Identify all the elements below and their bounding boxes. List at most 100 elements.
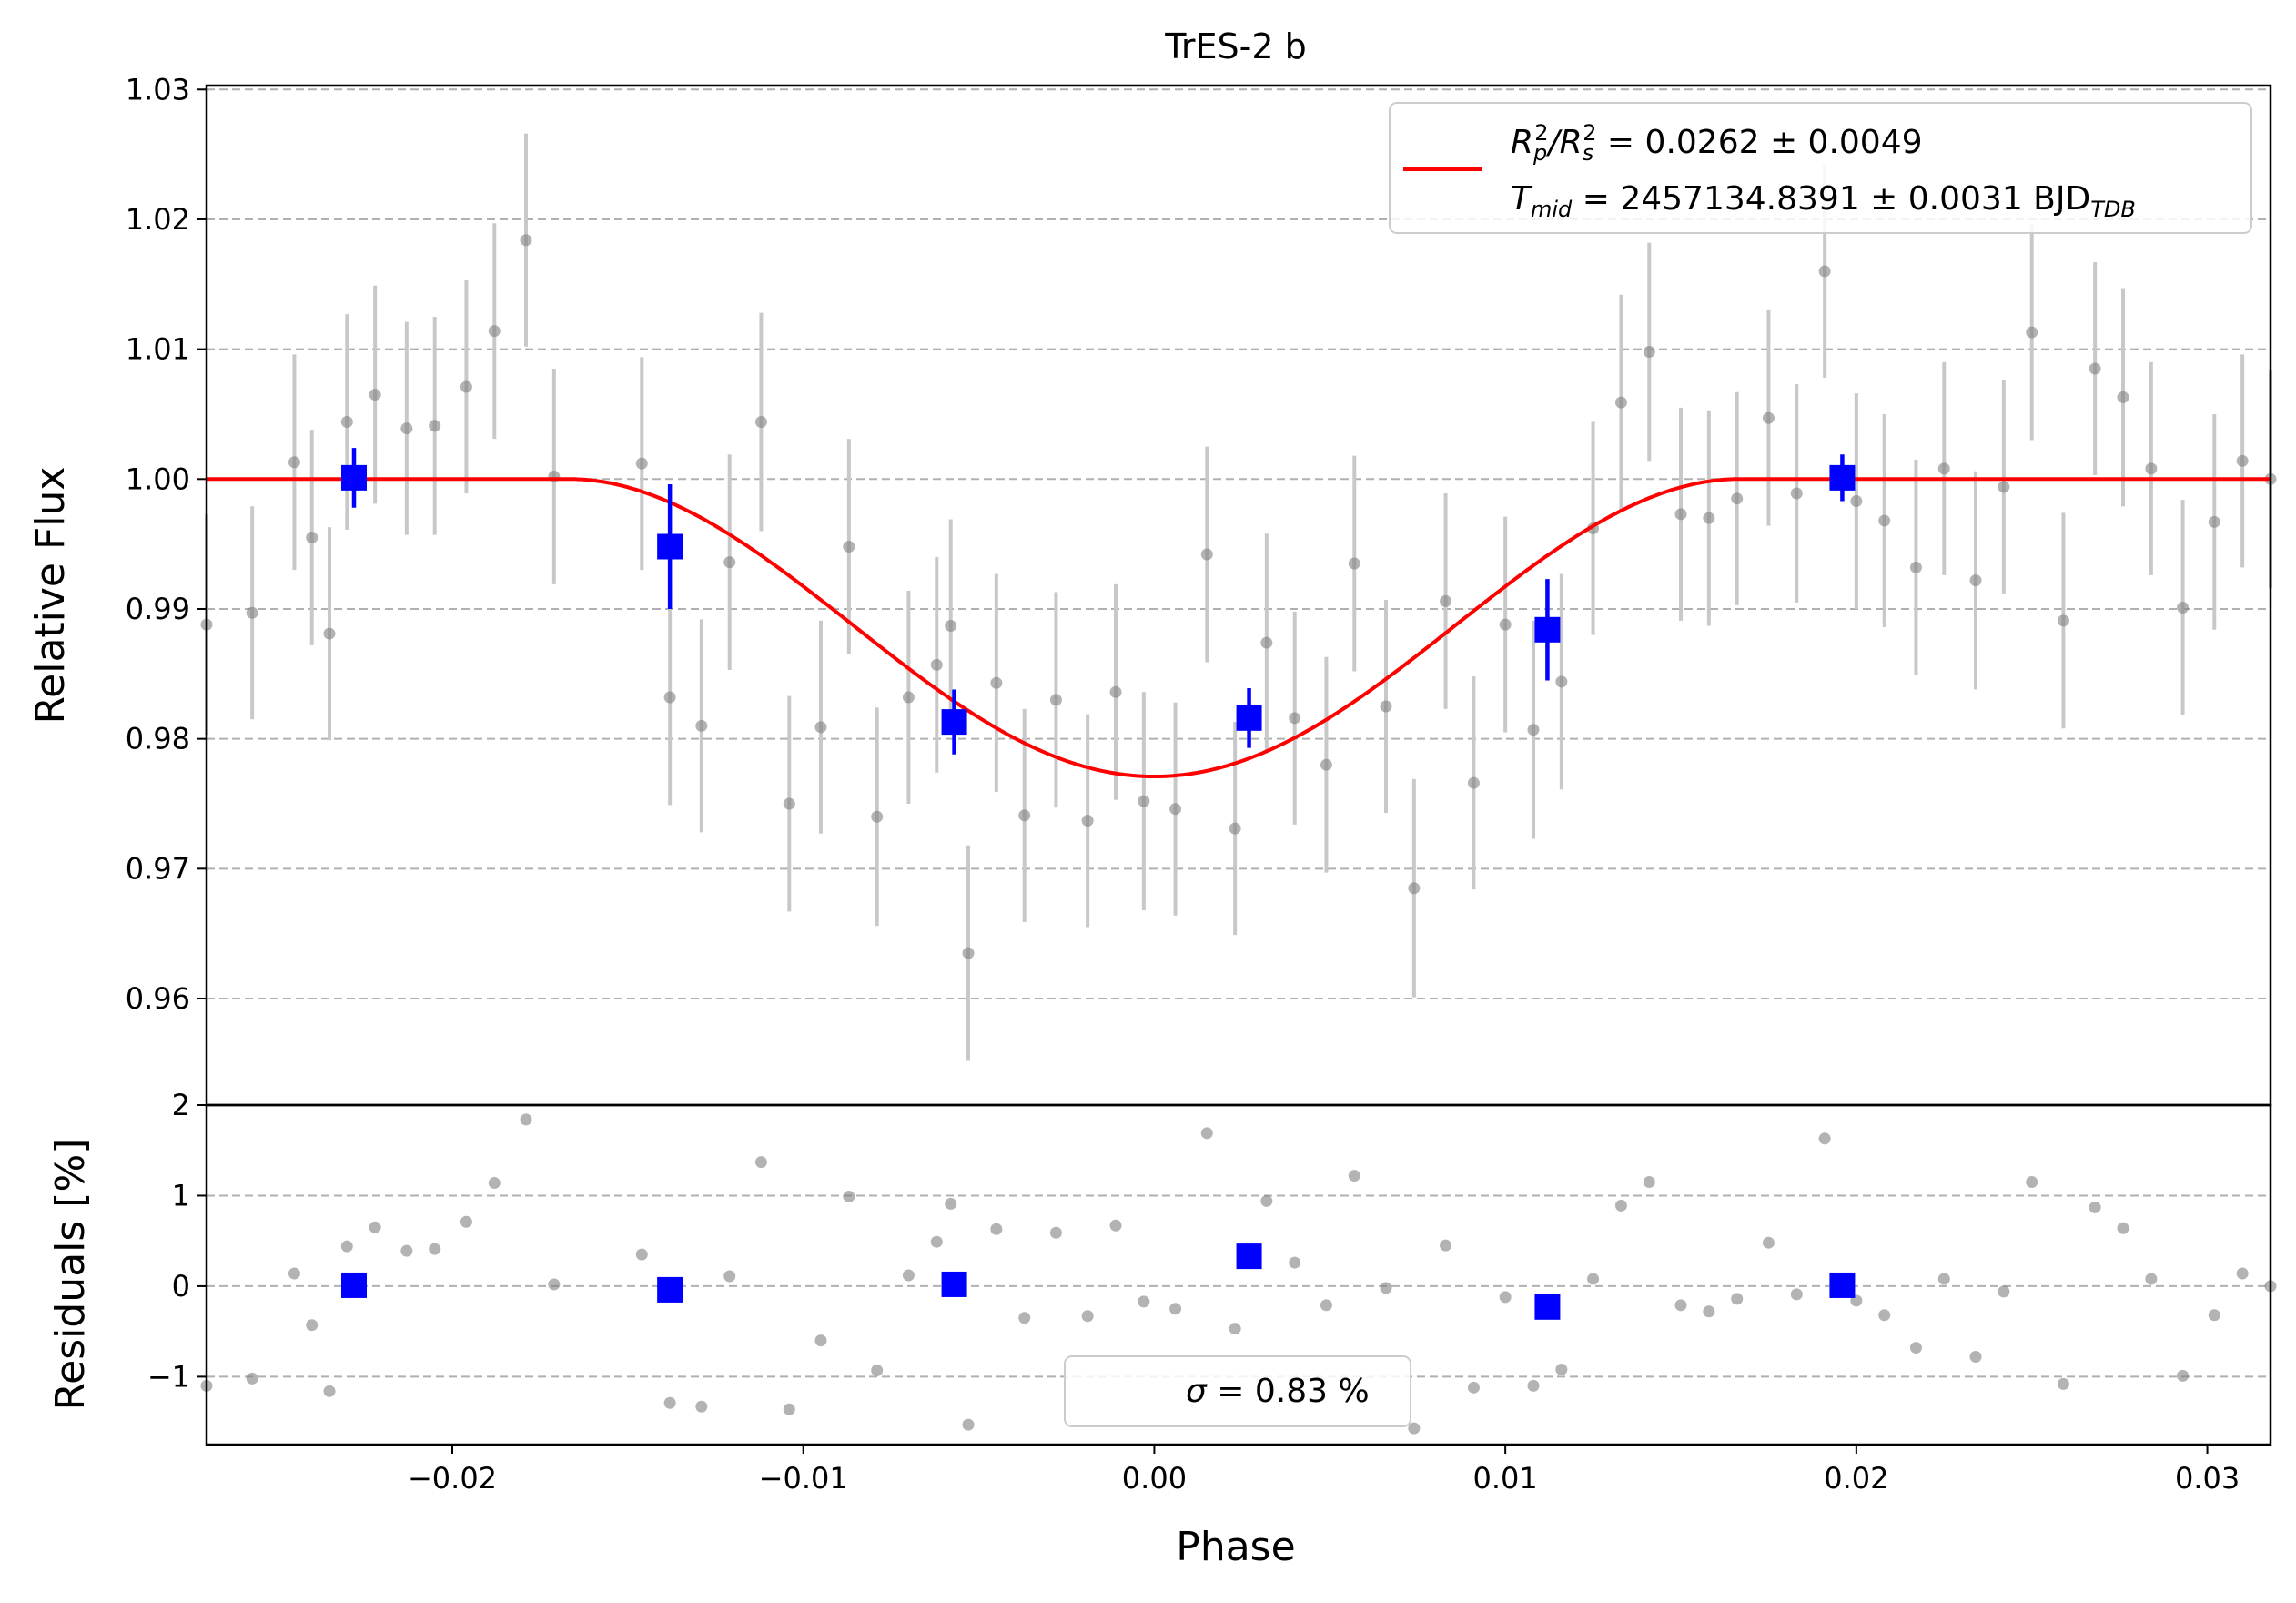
flux-data-point — [306, 532, 319, 544]
flux-panel: 0.96 0.97 0.98 0.99 1.00 1.01 1.02 1.03 Rp2/Rs2… — [27, 72, 2277, 1107]
residual-data-point — [2145, 1273, 2158, 1285]
residual-data-point — [2089, 1201, 2101, 1213]
residual-binned-point — [1829, 1272, 1856, 1298]
flux-data-point — [990, 676, 1003, 689]
residual-data-point — [1643, 1176, 1655, 1189]
flux-data-point — [1049, 694, 1062, 706]
residual-legend-box — [1064, 1355, 1411, 1427]
flux-data-point — [1499, 618, 1512, 631]
x-tick-label: −0.02 — [408, 1461, 497, 1496]
residual-data-point — [695, 1400, 708, 1413]
x-tick-label: 0.01 — [1473, 1461, 1538, 1496]
flux-y-axis-label: Relative Flux — [27, 467, 74, 725]
residual-data-point — [520, 1113, 532, 1126]
flux-data-point — [1850, 495, 1863, 508]
residual-data-point — [930, 1235, 943, 1248]
x-axis-label: Phase — [1176, 1524, 1295, 1570]
residual-data-point — [2177, 1369, 2190, 1382]
residual-data-point — [1527, 1379, 1540, 1392]
x-tick-label: 0.03 — [2175, 1461, 2240, 1496]
flux-legend-box — [1389, 102, 2252, 234]
residual-data-point — [2117, 1222, 2129, 1234]
flux-data-point — [1408, 882, 1421, 895]
flux-data-point — [930, 658, 943, 671]
flux-data-point — [1878, 514, 1891, 527]
residual-panel: −1 0 1 2 σ = 0.83 % Residuals [%] — [47, 1088, 2277, 1446]
residual-data-point — [1731, 1293, 1744, 1305]
residual-data-point — [2236, 1267, 2249, 1280]
legend-mid-transit-time: Tmid = 2457134.8391 ± 0.0031 BJDTDB — [1511, 180, 2136, 222]
residual-data-point — [369, 1221, 381, 1233]
residual-data-point — [843, 1190, 855, 1202]
residual-data-point — [1049, 1226, 1062, 1239]
residual-data-point — [2208, 1309, 2220, 1322]
residual-data-point — [1937, 1273, 1950, 1285]
residual-data-points — [200, 1113, 2277, 1435]
residual-data-point — [1587, 1273, 1600, 1285]
residual-data-point — [1138, 1295, 1150, 1308]
flux-data-point — [1969, 574, 1982, 587]
flux-data-point — [1138, 795, 1150, 807]
residual-data-point — [1878, 1309, 1891, 1322]
flux-data-points — [200, 234, 2277, 959]
residual-binned-point — [341, 1272, 367, 1298]
x-tick-label: 0.00 — [1122, 1461, 1187, 1496]
residual-binned-point — [941, 1271, 967, 1297]
flux-data-point — [1380, 700, 1392, 713]
residual-data-point — [2026, 1176, 2038, 1189]
flux-data-point — [945, 620, 957, 633]
residual-data-point — [962, 1418, 975, 1431]
flux-data-point — [1527, 724, 1540, 736]
flux-data-point — [1790, 487, 1803, 500]
flux-data-point — [429, 420, 441, 432]
residual-data-point — [323, 1385, 336, 1397]
residual-data-point — [814, 1334, 827, 1347]
residual-data-point — [1380, 1282, 1392, 1294]
flux-y-tick-label: 0.98 — [126, 722, 190, 756]
residual-binned-point — [1534, 1294, 1561, 1320]
residual-binned-points — [341, 1243, 1856, 1320]
residual-data-point — [663, 1396, 676, 1409]
flux-data-point — [1674, 508, 1687, 521]
residual-data-point — [1555, 1363, 1568, 1375]
flux-y-tick-label: 1.03 — [126, 72, 190, 107]
flux-data-point — [1643, 345, 1655, 358]
flux-data-point — [1348, 557, 1360, 570]
flux-data-point — [871, 810, 884, 823]
residual-data-point — [429, 1243, 441, 1255]
residual-data-point — [1408, 1422, 1421, 1435]
flux-data-point — [1200, 548, 1213, 561]
flux-data-point — [340, 416, 353, 429]
flux-data-point — [488, 325, 501, 338]
residual-data-point — [246, 1372, 258, 1385]
residual-data-point — [1200, 1127, 1213, 1140]
flux-data-point — [695, 719, 708, 732]
residual-data-point — [306, 1319, 319, 1332]
flux-data-point — [1289, 712, 1301, 725]
residual-binned-point — [1236, 1243, 1262, 1270]
legend-radius-ratio: Rp2/Rs2 = 0.0262 ± 0.0049 — [1511, 120, 1923, 166]
flux-binned-point — [1534, 616, 1561, 643]
residual-data-point — [1169, 1303, 1182, 1315]
flux-binned-point — [657, 533, 683, 560]
residual-data-point — [1818, 1132, 1831, 1145]
flux-y-tick-label: 1.02 — [126, 202, 190, 237]
flux-data-point — [1081, 815, 1094, 827]
residual-data-point — [1440, 1239, 1452, 1252]
flux-data-point — [369, 389, 381, 401]
flux-data-point — [754, 416, 767, 429]
flux-data-point — [783, 797, 795, 810]
flux-binned-point — [1236, 705, 1262, 731]
residual-data-point — [400, 1244, 413, 1257]
residual-y-axis-label: Residuals [%] — [47, 1139, 94, 1411]
residual-data-point — [1229, 1323, 1241, 1335]
residual-data-point — [288, 1267, 300, 1280]
residual-data-point — [1674, 1299, 1687, 1312]
flux-data-point — [1229, 822, 1241, 835]
flux-data-point — [1703, 512, 1715, 524]
residual-data-point — [1998, 1285, 2010, 1298]
residual-y-tick-label: 0 — [172, 1269, 190, 1304]
flux-data-point — [723, 556, 736, 569]
flux-data-point — [2177, 602, 2190, 614]
residual-data-point — [488, 1177, 501, 1190]
